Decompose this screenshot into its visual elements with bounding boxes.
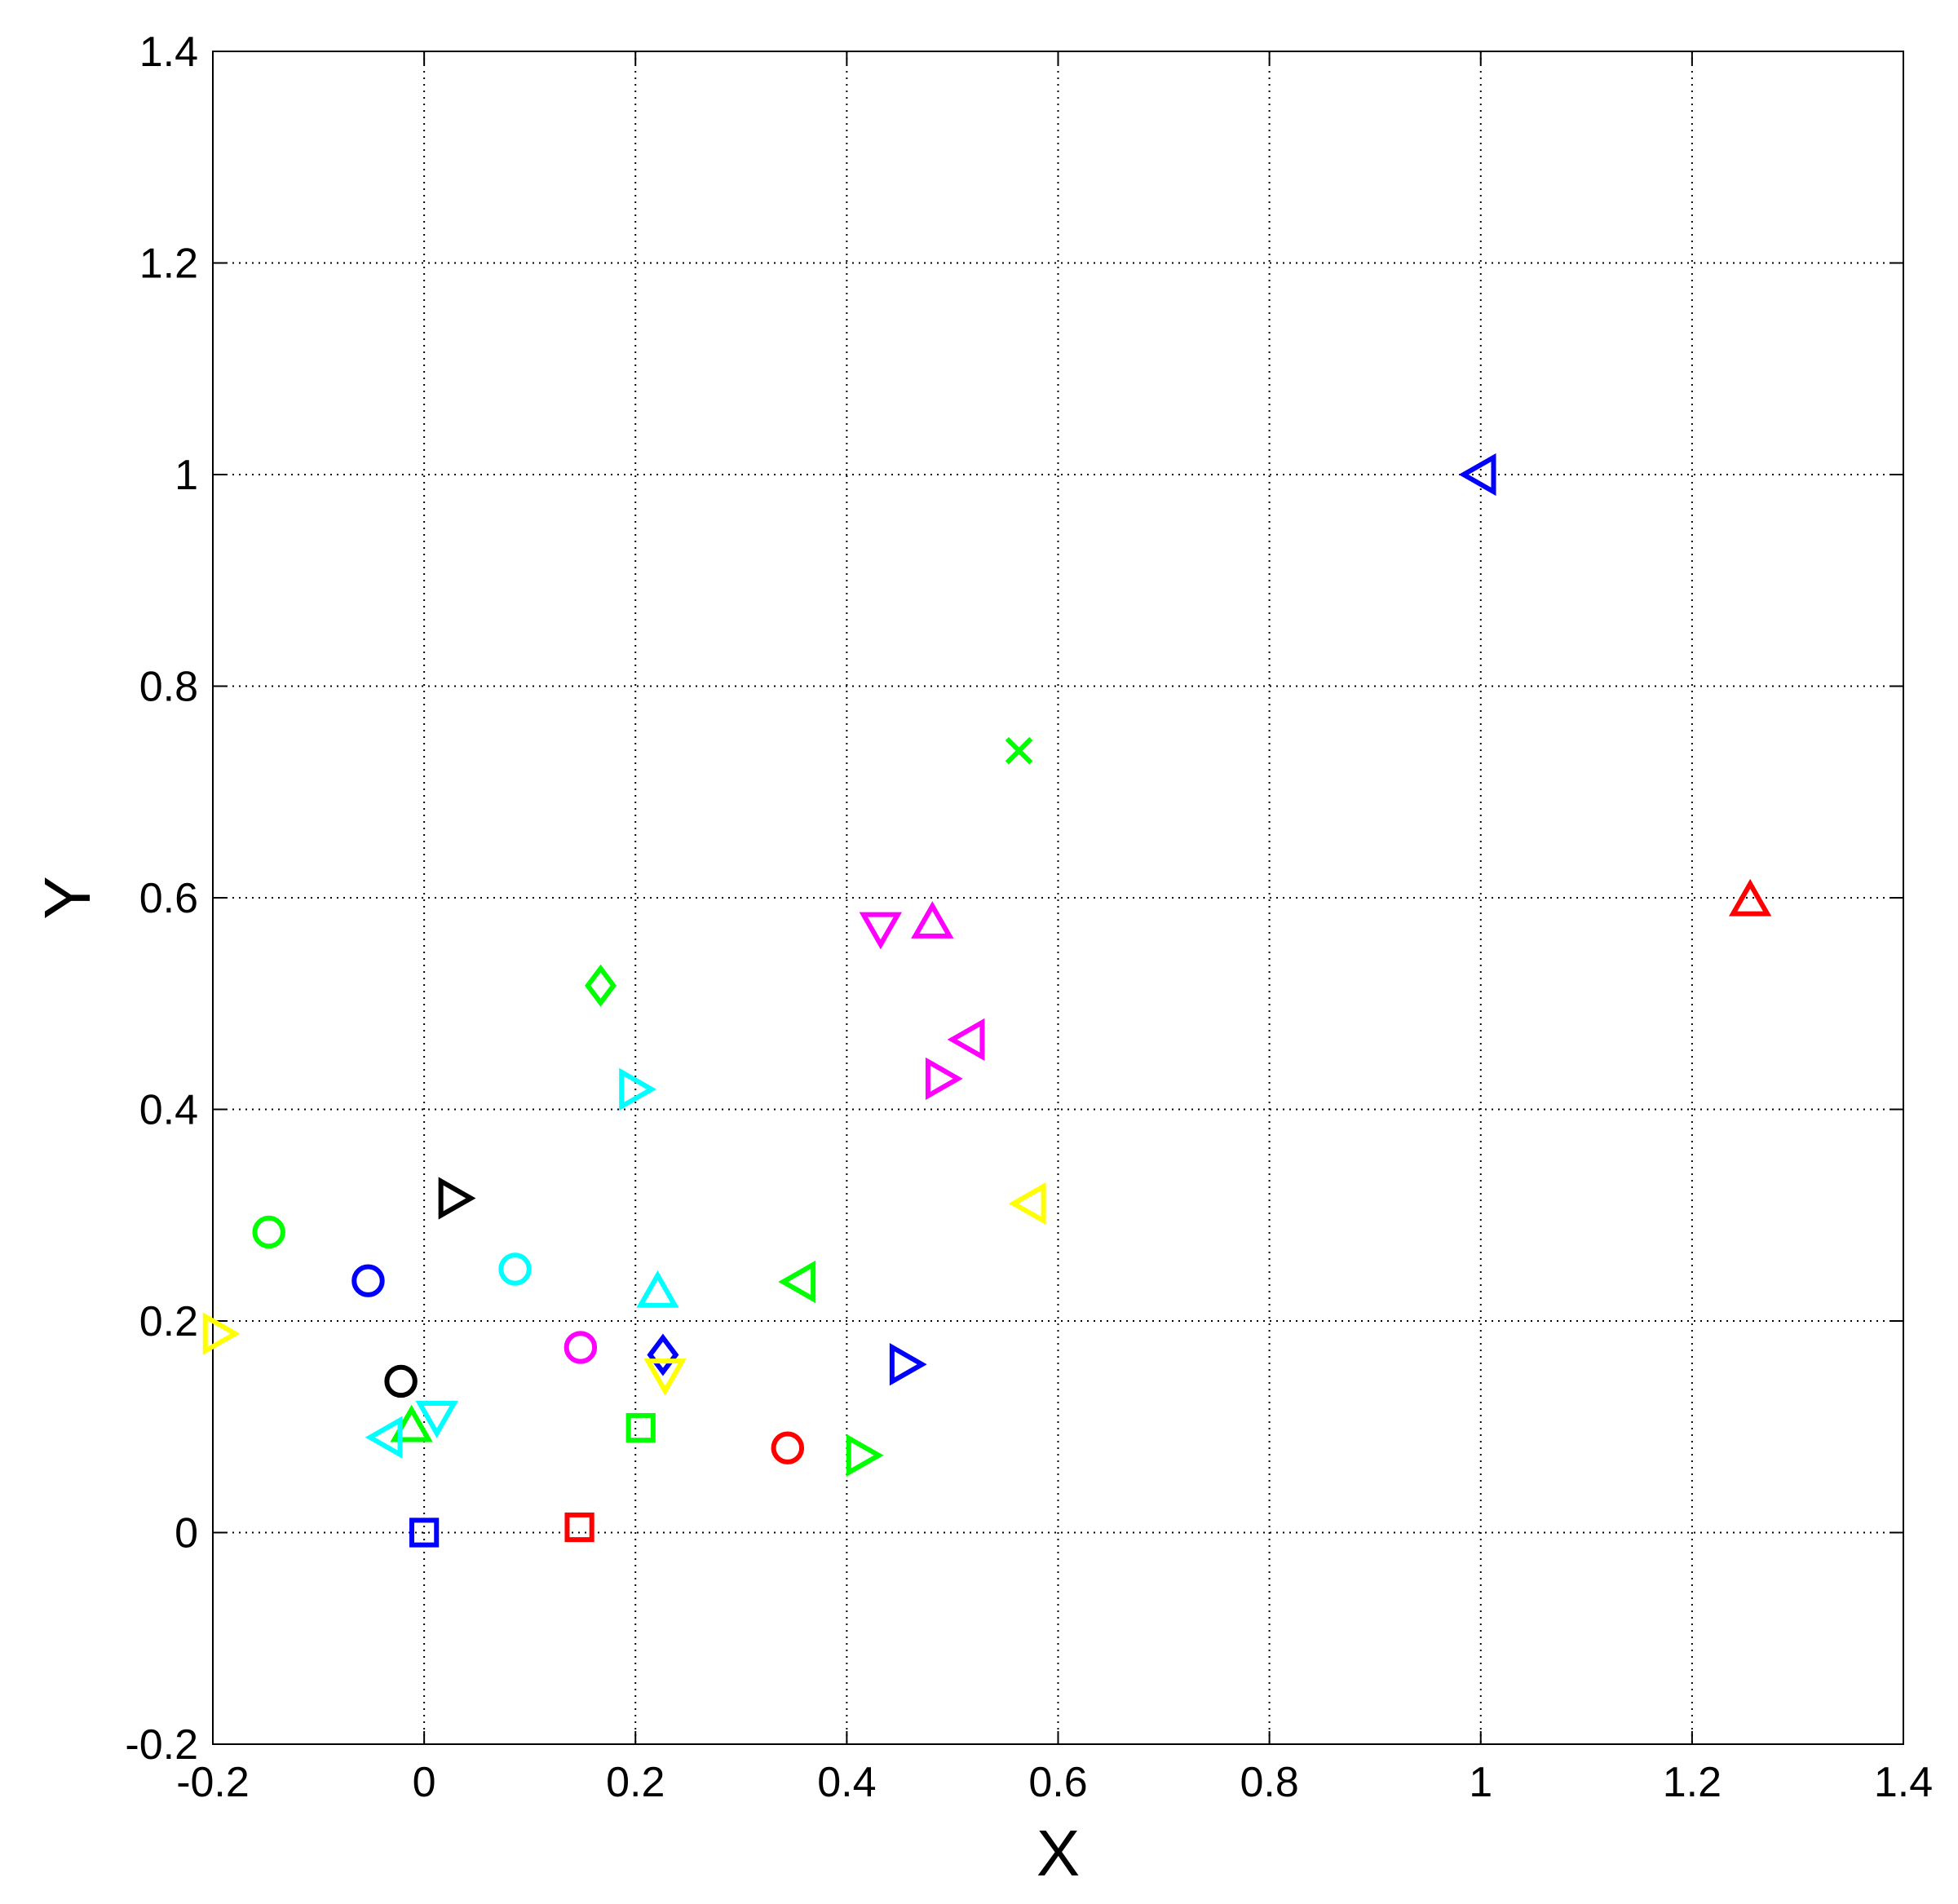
y-tick-label: 1.2 [139, 241, 198, 288]
y-tick-label: 0.8 [139, 664, 198, 711]
x-tick-labels: -0.2 0 0.2 0.4 0.6 0.8 1 1.2 1.4 [176, 1759, 1933, 1806]
data-points [202, 453, 1772, 1548]
grid-lines [213, 51, 1903, 1744]
data-point-circle [252, 1215, 285, 1249]
y-tick-label: 1 [175, 452, 198, 499]
data-point-circle [351, 1264, 385, 1297]
data-point-triangle-left [1458, 453, 1496, 497]
data-point-triangle-left [365, 1416, 403, 1459]
data-point-triangle-up [1728, 878, 1772, 917]
data-point-triangle-left [1008, 1182, 1046, 1226]
x-tick-label: 1.2 [1663, 1759, 1722, 1806]
data-point-circle [771, 1431, 805, 1464]
data-point-square [409, 1517, 440, 1548]
x-tick-label: 0.6 [1028, 1759, 1087, 1806]
data-point-triangle-up [390, 1404, 433, 1442]
data-point-diamond [647, 1333, 679, 1376]
data-point-triangle-right [438, 1177, 476, 1220]
x-tick-label: 1 [1469, 1759, 1492, 1806]
data-point-triangle-down [415, 1401, 458, 1438]
data-point-triangle-left [778, 1260, 816, 1304]
x-tick-label: 0.8 [1240, 1759, 1298, 1806]
data-point-triangle-right [889, 1343, 927, 1386]
data-point-square [564, 1512, 594, 1543]
data-point-triangle-right [846, 1434, 884, 1477]
data-point-circle [384, 1364, 418, 1398]
data-point-x [1005, 736, 1033, 765]
y-tick-label: 1.4 [139, 29, 198, 76]
data-point-triangle-down [859, 912, 903, 950]
data-point-diamond [584, 964, 617, 1007]
y-axis-label: Y [31, 876, 104, 919]
y-tick-label: -0.2 [125, 1721, 198, 1769]
data-point-square [625, 1412, 656, 1443]
y-tick-label: 0.6 [139, 875, 198, 922]
data-point-triangle-right [202, 1312, 241, 1355]
y-tick-label: 0 [175, 1510, 198, 1557]
x-tick-label: 0.2 [606, 1759, 665, 1806]
data-point-triangle-down [643, 1358, 687, 1396]
y-tick-labels: -0.2 0 0.2 0.4 0.6 0.8 1 1.2 1.4 [125, 29, 198, 1769]
data-point-triangle-left [947, 1018, 985, 1062]
data-point-triangle-right [925, 1057, 963, 1101]
x-tick-label: 0 [413, 1759, 436, 1806]
y-tick-label: 0.4 [139, 1087, 198, 1134]
data-point-circle [564, 1331, 598, 1364]
x-tick-label: -0.2 [176, 1759, 250, 1806]
y-tick-label: 0.2 [139, 1298, 198, 1345]
data-point-circle [498, 1252, 532, 1286]
data-point-triangle-up [911, 901, 954, 939]
data-point-triangle-up [636, 1270, 679, 1308]
x-tick-label: 1.4 [1874, 1759, 1933, 1806]
data-point-triangle-right [619, 1067, 657, 1111]
axis-ticks [212, 51, 1904, 1745]
x-tick-label: 0.4 [817, 1759, 876, 1806]
x-axis-label: X [1036, 1817, 1080, 1889]
